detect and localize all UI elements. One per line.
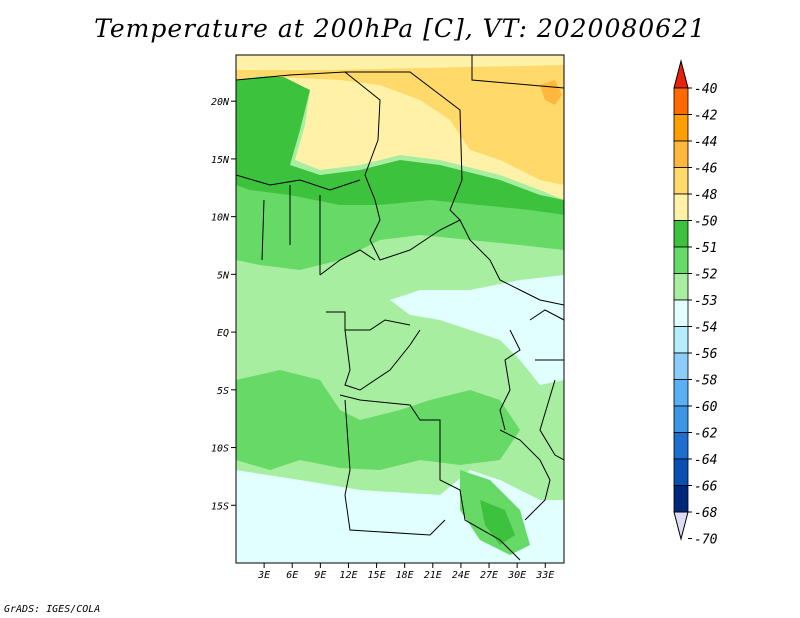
legend-swatch [673, 405, 689, 433]
x-tick-label: 15E [368, 570, 386, 581]
x-tick-label: 9E [314, 570, 326, 581]
y-tick-label: 5N [217, 270, 230, 281]
legend-label: -50 [694, 215, 718, 230]
legend-label: -51 [694, 241, 717, 256]
y-tick-label: 10S [211, 444, 229, 455]
y-tick-label: 20N [211, 97, 230, 108]
band-minus51-south [480, 500, 515, 545]
y-tick-label: 5S [217, 386, 229, 397]
legend-swatch [673, 220, 689, 248]
legend-swatch [673, 352, 689, 380]
band-minus48 [236, 55, 564, 185]
legend-label: -44 [694, 135, 717, 150]
legend-label: -58 [694, 374, 718, 389]
legend-label: -70 [694, 533, 718, 548]
y-tick-label: 15N [211, 155, 230, 166]
x-axis: 3E 6E 9E 12E 15E 18E 21E 24E 27E 30E 33E [257, 563, 554, 581]
map-title: Temperature at 200hPa [C], VT: 202008062… [94, 14, 706, 43]
x-tick-label: 18E [396, 570, 414, 581]
x-tick-label: 24E [452, 570, 470, 581]
legend-label: -68 [694, 506, 718, 521]
y-tick-label: 10N [211, 213, 230, 224]
legend-label: -62 [694, 427, 718, 442]
legend-swatch [673, 432, 689, 460]
legend-label: -56 [694, 347, 718, 362]
legend-label: -40 [694, 82, 718, 97]
legend-swatch [673, 87, 689, 115]
x-tick-label: 12E [339, 570, 357, 581]
credit-text: GrADS: IGES/COLA [4, 604, 101, 615]
band-minus51 [236, 75, 564, 215]
legend-swatch [673, 59, 689, 89]
y-axis: 20N 15N 10N 5N EQ 5S 10S 15S [211, 97, 236, 512]
legend-label: -64 [694, 453, 717, 468]
legend-swatch [673, 485, 689, 513]
x-tick-label: 3E [257, 570, 270, 581]
band-minus52-south [236, 370, 520, 470]
legend-swatch [673, 299, 689, 327]
x-tick-label: 30E [507, 570, 526, 581]
legend-swatch [673, 246, 689, 274]
x-tick-label: 6E [286, 570, 298, 581]
legend-swatch [673, 114, 689, 142]
legend-swatch [673, 193, 689, 221]
legend-swatch [673, 458, 689, 486]
legend-swatch [673, 379, 689, 407]
legend-swatch [673, 140, 689, 168]
legend-swatch [673, 167, 689, 195]
y-tick-label: 15S [211, 501, 229, 512]
legend-label: -60 [694, 400, 718, 415]
legend-label: -46 [694, 162, 718, 177]
map-frame [235, 54, 565, 564]
legend-label: -42 [694, 109, 718, 124]
legend-label: -48 [694, 188, 718, 203]
y-tick-label: EQ [217, 328, 229, 339]
legend-swatch [673, 326, 689, 354]
legend-label: -66 [694, 480, 718, 495]
legend-label: -54 [694, 321, 717, 336]
band-minus54-central [390, 275, 564, 385]
legend-label: -52 [694, 268, 718, 283]
legend-swatch [673, 511, 689, 541]
x-tick-label: 27E [480, 570, 498, 581]
temperature-field [236, 55, 564, 563]
x-tick-label: 33E [535, 570, 554, 581]
legend-label: -53 [694, 294, 717, 309]
legend-swatch [673, 273, 689, 301]
x-tick-label: 21E [424, 570, 442, 581]
colorbar-legend: -40 -42 -44 -46 -48 -50 -51 -52 -53 -54 -56 -58 -60 -… [673, 59, 718, 548]
band-minus50-top [236, 55, 564, 70]
country-borders [236, 55, 564, 561]
